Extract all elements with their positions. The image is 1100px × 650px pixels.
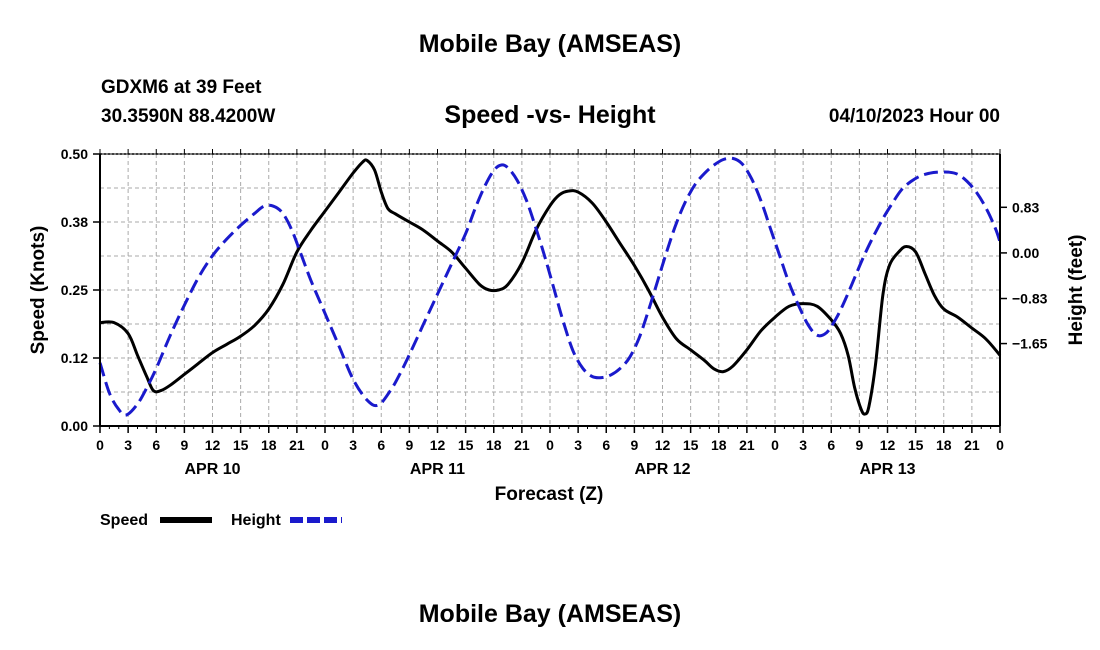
x-tick-label: 12: [655, 437, 671, 453]
day-label: APR 12: [634, 461, 690, 478]
day-label: APR 10: [184, 461, 240, 478]
coordinates-label: 30.3590N 88.4200W: [101, 106, 276, 127]
forecast-time-label: 04/10/2023 Hour 00: [828, 106, 1000, 127]
x-tick-label: 21: [514, 437, 530, 453]
day-label: APR 13: [859, 461, 915, 478]
x-tick-label: 15: [683, 437, 699, 453]
x-tick-label: 0: [96, 437, 104, 453]
y2-tick-label: −1.65: [1012, 336, 1048, 352]
x-tick-label: 12: [430, 437, 446, 453]
day-label: APR 11: [410, 461, 465, 478]
chart-subtitle: Speed -vs- Height: [444, 101, 656, 129]
y2-tick-label: −0.83: [1012, 291, 1048, 307]
x-tick-label: 3: [124, 437, 132, 453]
ticks: [93, 149, 1007, 433]
x-tick-label: 3: [574, 437, 582, 453]
legend: Speed Height: [100, 512, 342, 529]
grid: [100, 154, 1000, 426]
x-tick-label: 9: [180, 437, 188, 453]
station-label: GDXM6 at 39 Feet: [101, 77, 262, 98]
x-tick-label: 9: [405, 437, 413, 453]
x-tick-label: 6: [377, 437, 385, 453]
x-tick-label: 0: [546, 437, 554, 453]
tick-labels: 0 3 6 9 12 15 18 21 0 3 6 9 12 15 18 21 0 3 6 9 12 15 18 21 0 3 6 9…: [61, 146, 1048, 478]
x-axis-title: Forecast (Z): [495, 484, 604, 505]
x-tick-label: 18: [486, 437, 502, 453]
x-tick-label: 21: [739, 437, 755, 453]
y2-tick-label: 0.83: [1012, 199, 1039, 215]
x-tick-label: 0: [996, 437, 1004, 453]
x-tick-label: 0: [771, 437, 779, 453]
y-axis-title: Speed (Knots): [28, 226, 49, 355]
x-tick-label: 15: [233, 437, 249, 453]
footer-title: Mobile Bay (AMSEAS): [418, 600, 682, 628]
x-tick-label: 15: [908, 437, 924, 453]
legend-speed-label: Speed: [100, 512, 148, 529]
x-tick-label: 6: [152, 437, 160, 453]
x-tick-label: 9: [855, 437, 863, 453]
y2-tick-label: 0.00: [1012, 245, 1039, 261]
x-tick-label: 21: [964, 437, 980, 453]
x-tick-label: 15: [458, 437, 474, 453]
series-layer: [98, 156, 1002, 417]
y-tick-label: 0.00: [61, 418, 88, 434]
y-tick-label: 0.25: [61, 282, 88, 298]
y-tick-label: 0.38: [61, 214, 88, 230]
legend-height-label: Height: [231, 512, 281, 529]
x-tick-label: 12: [880, 437, 896, 453]
y-tick-label: 0.12: [61, 350, 88, 366]
y2-axis-title: Height (feet): [1066, 235, 1087, 346]
x-tick-label: 6: [827, 437, 835, 453]
x-tick-label: 18: [261, 437, 277, 453]
x-tick-label: 9: [630, 437, 638, 453]
x-tick-label: 6: [602, 437, 610, 453]
speed-series-line: [99, 158, 1002, 416]
x-tick-label: 18: [711, 437, 727, 453]
x-tick-label: 21: [289, 437, 305, 453]
x-tick-label: 0: [321, 437, 329, 453]
height-series-line: [98, 156, 1002, 417]
x-tick-label: 3: [799, 437, 807, 453]
x-tick-label: 12: [205, 437, 221, 453]
x-tick-label: 18: [936, 437, 952, 453]
y-tick-label: 0.50: [61, 146, 88, 162]
x-tick-label: 3: [349, 437, 357, 453]
chart-title: Mobile Bay (AMSEAS): [418, 30, 682, 58]
